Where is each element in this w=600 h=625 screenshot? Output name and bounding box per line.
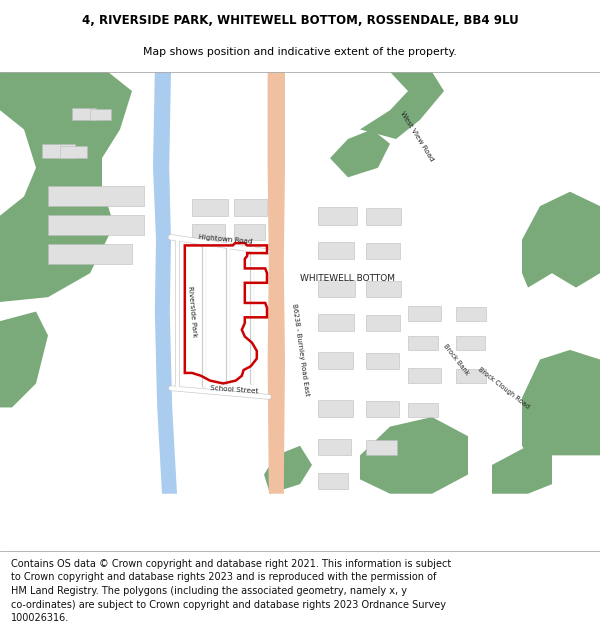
Bar <box>366 281 401 297</box>
Bar <box>318 242 354 259</box>
Text: B6238 - Burnley Road East: B6238 - Burnley Road East <box>290 303 310 396</box>
Bar <box>48 186 144 206</box>
Bar <box>456 307 486 321</box>
Bar <box>72 108 96 120</box>
Polygon shape <box>0 72 132 302</box>
Bar <box>234 224 265 239</box>
Text: Brock Clough Road: Brock Clough Road <box>477 366 531 410</box>
Bar <box>366 242 400 259</box>
Text: Brock Bank: Brock Bank <box>442 343 470 376</box>
Polygon shape <box>330 129 390 178</box>
Text: to Crown copyright and database rights 2023 and is reproduced with the permissio: to Crown copyright and database rights 2… <box>11 572 436 582</box>
Text: co-ordinates) are subject to Crown copyright and database rights 2023 Ordnance S: co-ordinates) are subject to Crown copyr… <box>11 599 446 609</box>
Bar <box>318 472 348 489</box>
Bar <box>234 199 267 216</box>
Bar <box>456 369 486 384</box>
Polygon shape <box>264 446 312 494</box>
Polygon shape <box>360 72 444 139</box>
Bar <box>456 336 485 350</box>
Text: Riverside Park: Riverside Park <box>187 286 197 338</box>
Bar <box>318 314 354 331</box>
Bar <box>318 400 353 417</box>
Text: HM Land Registry. The polygons (including the associated geometry, namely x, y: HM Land Registry. The polygons (includin… <box>11 586 407 596</box>
Polygon shape <box>153 72 177 494</box>
Bar <box>408 368 441 384</box>
Bar <box>408 402 438 417</box>
Text: 100026316.: 100026316. <box>11 613 69 623</box>
Bar <box>366 401 399 417</box>
Text: Map shows position and indicative extent of the property.: Map shows position and indicative extent… <box>143 47 457 57</box>
Bar <box>366 208 401 225</box>
Bar <box>48 244 132 264</box>
Bar <box>408 306 441 321</box>
Polygon shape <box>522 350 600 456</box>
Bar <box>90 109 111 120</box>
Bar <box>366 315 400 331</box>
Bar <box>60 146 87 158</box>
Bar <box>366 352 399 369</box>
Text: West View Road: West View Road <box>399 111 435 162</box>
Text: Hightown Road: Hightown Road <box>197 234 253 245</box>
Bar <box>192 224 225 239</box>
Bar <box>48 215 144 235</box>
Bar <box>318 207 357 225</box>
Bar <box>318 352 353 369</box>
Text: WHITEWELL BOTTOM: WHITEWELL BOTTOM <box>301 274 395 282</box>
Bar <box>408 336 438 350</box>
Bar <box>192 199 228 216</box>
Text: Contains OS data © Crown copyright and database right 2021. This information is : Contains OS data © Crown copyright and d… <box>11 559 451 569</box>
Text: School Street: School Street <box>209 384 259 394</box>
Bar <box>366 439 397 456</box>
Polygon shape <box>268 72 285 494</box>
Bar <box>42 144 75 158</box>
Polygon shape <box>522 192 600 288</box>
Polygon shape <box>0 311 48 408</box>
Bar <box>318 280 355 297</box>
Bar <box>318 439 351 456</box>
Text: 4, RIVERSIDE PARK, WHITEWELL BOTTOM, ROSSENDALE, BB4 9LU: 4, RIVERSIDE PARK, WHITEWELL BOTTOM, ROS… <box>82 14 518 27</box>
Polygon shape <box>492 446 552 494</box>
Polygon shape <box>360 417 468 494</box>
